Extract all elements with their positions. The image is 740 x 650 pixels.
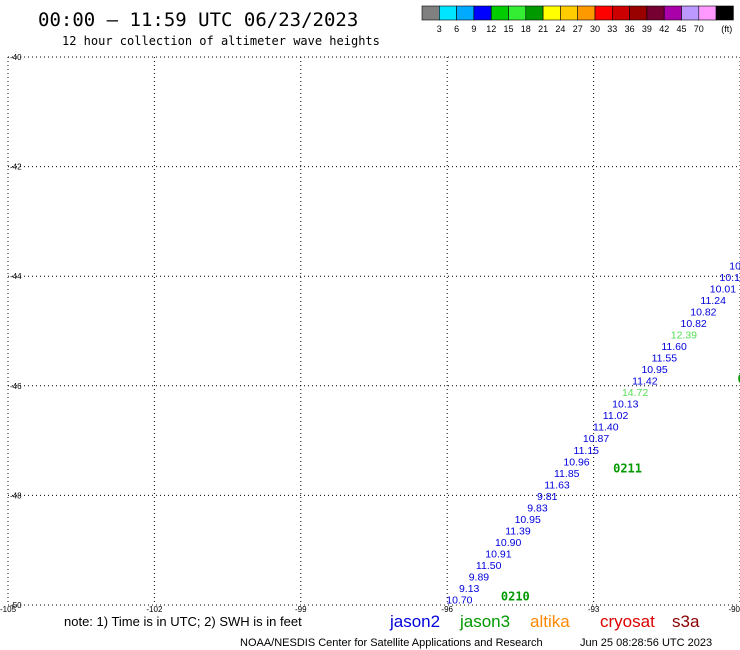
swh-value-label: 11.40 xyxy=(593,422,619,434)
x-tick-label: -90 xyxy=(728,605,740,614)
swh-value-label: 11.50 xyxy=(476,560,502,572)
swh-value-label: 9.83 xyxy=(527,502,548,514)
swh-value-label: 9.89 xyxy=(469,571,490,583)
x-tick-label: -96 xyxy=(441,605,453,614)
chart-subtitle: 12 hour collection of altimeter wave hei… xyxy=(62,34,380,48)
swh-value-label: 10.87 xyxy=(729,261,740,273)
satellite-legend: jason2 jason3 altika cryosat s3a xyxy=(389,612,700,631)
y-tick-label: -44 xyxy=(10,272,22,281)
swh-value-label: 9.81 xyxy=(537,491,558,503)
y-tick-label: -48 xyxy=(10,491,22,500)
color-swatch xyxy=(421,5,440,21)
chart-title: 00:00 — 11:59 UTC 06/23/2023 xyxy=(38,9,358,31)
color-swatch xyxy=(611,5,630,21)
swh-value-label: 11.55 xyxy=(652,353,678,365)
y-tick-label: -42 xyxy=(10,163,22,172)
swh-value-label: 12.39 xyxy=(671,330,697,342)
color-scale-label: 21 xyxy=(538,24,548,34)
x-tick-label: -105 xyxy=(0,605,17,614)
color-swatch xyxy=(594,5,613,21)
units-note: note: 1) Time is in UTC; 2) SWH is in fe… xyxy=(64,614,302,629)
swh-value-label: 11.85 xyxy=(554,468,580,480)
color-scale-label: 18 xyxy=(521,24,531,34)
color-scale-label: 70 xyxy=(694,24,704,34)
y-tick-label: -40 xyxy=(10,53,22,62)
color-scale-label: 36 xyxy=(625,24,635,34)
swh-value-label: 10.95 xyxy=(641,364,667,376)
legend-item-cryosat: cryosat xyxy=(600,612,655,631)
swh-value-label: 11.42 xyxy=(632,376,658,388)
credit-text: NOAA/NESDIS Center for Satellite Applica… xyxy=(240,637,543,649)
color-scale-label: 9 xyxy=(471,24,476,34)
y-tick-label: -50 xyxy=(10,601,22,610)
generated-timestamp: Jun 25 08:28:56 UTC 2023 xyxy=(580,637,712,649)
pass-time-label: 0210 xyxy=(501,590,530,604)
swh-value-label: 11.02 xyxy=(603,410,629,422)
swh-value-label: 10.87 xyxy=(583,433,609,445)
swh-value-label: 10.82 xyxy=(680,318,706,330)
color-scale-label: 12 xyxy=(486,24,496,34)
plot-area: -40 -42 -44 -46 -48 -50-105 -102 -99 -96 -93 -90 10… xyxy=(0,53,740,614)
color-scale-label: 3 xyxy=(437,24,442,34)
legend-item-jason3: jason3 xyxy=(459,612,510,631)
legend-item-altika: altika xyxy=(530,612,570,631)
swh-value-label: 10.14 xyxy=(720,272,740,284)
color-swatch xyxy=(715,5,734,21)
swh-value-label: 14.72 xyxy=(622,387,648,399)
color-swatch xyxy=(663,5,682,21)
legend-item-s3a: s3a xyxy=(672,612,700,631)
color-scale-label: 45 xyxy=(676,24,686,34)
color-scale-label: 27 xyxy=(573,24,583,34)
swh-value-label: 11.39 xyxy=(505,525,531,537)
color-swatch xyxy=(490,5,509,21)
color-scale-bar: 3 6 9 12 15 18 21 24 27 30 33 36 39 42 45 70 (ft) xyxy=(421,5,734,34)
x-tick-label: -99 xyxy=(295,605,307,614)
color-swatch xyxy=(438,5,457,21)
color-scale-label: 6 xyxy=(454,24,459,34)
pass-time-label: 0211 xyxy=(613,461,642,475)
color-swatch xyxy=(473,5,492,21)
swh-value-label: 10.95 xyxy=(515,514,541,526)
swh-value-label: 11.15 xyxy=(574,445,600,457)
color-swatch xyxy=(629,5,648,21)
color-scale-label: (ft) xyxy=(721,24,732,34)
color-swatch xyxy=(698,5,717,21)
swh-value-label: 10.91 xyxy=(485,548,511,560)
color-scale-label: 24 xyxy=(555,24,565,34)
color-swatch xyxy=(542,5,561,21)
color-scale-label: 33 xyxy=(607,24,617,34)
x-tick-label: -102 xyxy=(146,605,163,614)
color-swatch xyxy=(577,5,596,21)
color-swatch xyxy=(681,5,700,21)
color-scale-label: 39 xyxy=(642,24,652,34)
swh-value-label: 9.13 xyxy=(459,583,480,595)
y-tick-label: -46 xyxy=(10,382,22,391)
x-tick-label: -93 xyxy=(588,605,600,614)
pass-time-label: 021 xyxy=(738,372,740,386)
swh-value-label: 10.96 xyxy=(563,456,589,468)
color-swatch xyxy=(508,5,527,21)
color-swatch xyxy=(560,5,579,21)
swh-value-label: 10.82 xyxy=(690,307,716,319)
color-swatch xyxy=(525,5,544,21)
color-scale-label: 15 xyxy=(503,24,513,34)
color-swatch xyxy=(646,5,665,21)
legend-item-jason2: jason2 xyxy=(389,612,440,631)
swh-value-label: 10.90 xyxy=(495,537,521,549)
color-scale-label: 42 xyxy=(659,24,669,34)
color-scale-label: 30 xyxy=(590,24,600,34)
swh-value-label: 11.63 xyxy=(544,479,570,491)
color-swatch xyxy=(456,5,475,21)
swh-value-label: 11.60 xyxy=(661,341,687,353)
swh-value-label: 11.24 xyxy=(700,295,726,307)
swh-value-label: 10.70 xyxy=(446,594,472,606)
swh-value-label: 10.13 xyxy=(612,399,638,411)
swh-value-label: 10.01 xyxy=(710,284,736,296)
